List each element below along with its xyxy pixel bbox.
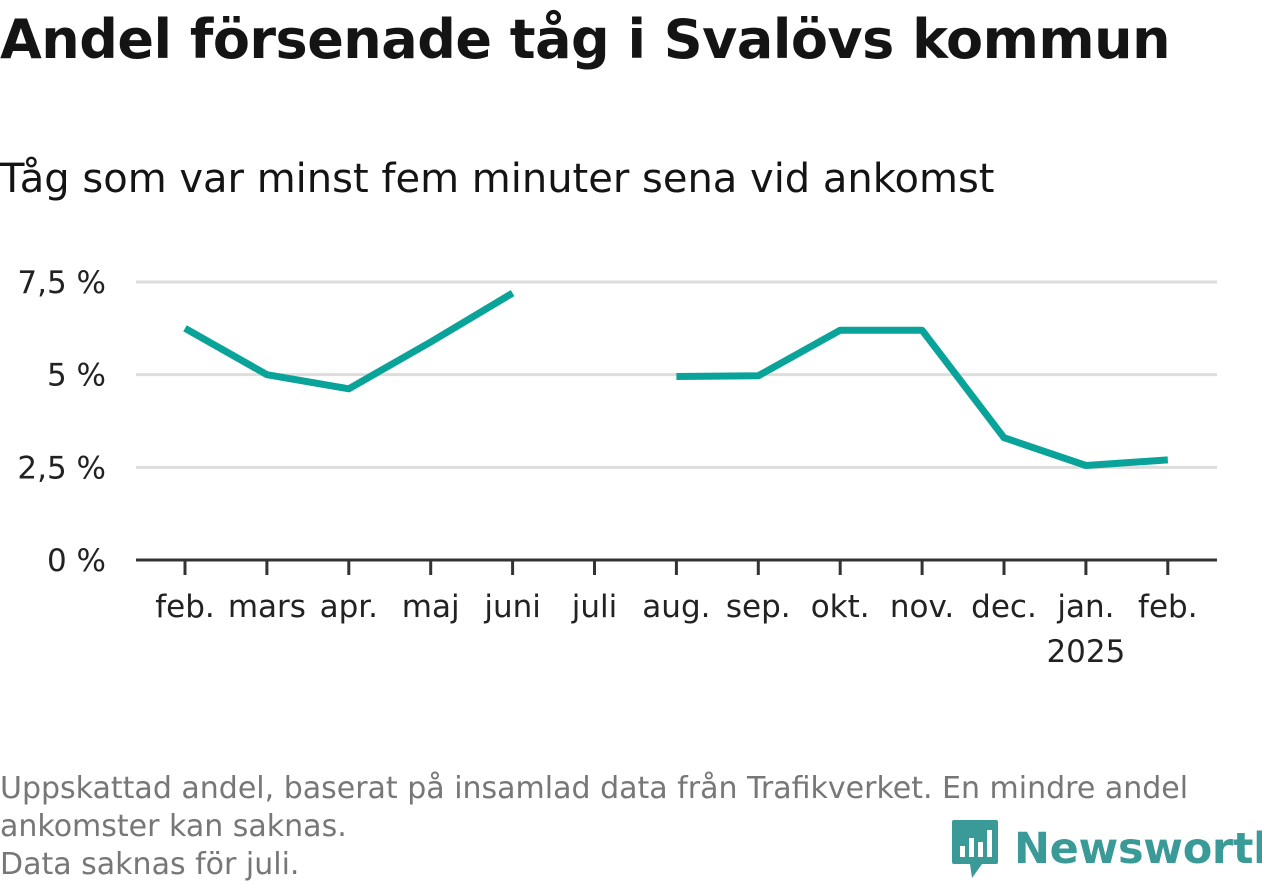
x-tick-year-label: 2025	[1046, 634, 1125, 670]
x-tick-label: jan.	[1056, 589, 1114, 625]
x-tick-label: feb.	[1138, 589, 1198, 625]
x-axis-ticks: feb. mars apr. maj juni juli aug. sep. okt. nov. d…	[155, 589, 1197, 670]
series-line	[676, 326, 1169, 469]
brand-logo: Newsworthy	[950, 818, 1262, 880]
y-tick-label: 0 %	[47, 543, 106, 579]
line-chart: 0 % 2,5 % 5 % 7,5 % feb. mars apr. maj juni juli…	[17, 265, 1217, 670]
x-tick-label: juni	[483, 589, 541, 625]
x-tick-label: dec.	[971, 589, 1037, 625]
y-tick-label: 5 %	[47, 358, 106, 394]
x-tick-label: nov.	[890, 589, 954, 625]
x-tick-label: feb.	[155, 589, 215, 625]
footnote-line-1: Uppskattad andel, baserat på insamlad da…	[0, 771, 1189, 806]
x-tick-label: juli	[571, 589, 618, 625]
newsworthy-logo-icon	[952, 820, 998, 878]
series-line	[183, 290, 515, 393]
x-tick-label: mars	[228, 589, 306, 625]
x-tick-label: aug.	[642, 589, 710, 625]
footnote-line-3: Data saknas för juli.	[0, 847, 300, 882]
chart-title: Andel försenade tåg i Svalövs kommun	[0, 8, 1171, 71]
y-tick-label: 7,5 %	[17, 265, 106, 301]
x-tick-label: okt.	[811, 589, 870, 625]
y-tick-label: 2,5 %	[17, 450, 106, 486]
x-tick-label: apr.	[320, 589, 378, 625]
brand-name: Newsworthy	[1014, 824, 1262, 874]
y-axis-ticks: 0 % 2,5 % 5 % 7,5 %	[17, 265, 106, 579]
x-tick-label: sep.	[726, 589, 791, 625]
footnote-line-2: ankomster kan saknas.	[0, 809, 347, 844]
footnote: Uppskattad andel, baserat på insamlad da…	[0, 770, 1250, 884]
x-tick-label: maj	[402, 589, 460, 625]
series-lines	[183, 290, 1169, 469]
x-axis	[136, 558, 1217, 575]
chart-subtitle: Tåg som var minst fem minuter sena vid a…	[0, 156, 995, 202]
